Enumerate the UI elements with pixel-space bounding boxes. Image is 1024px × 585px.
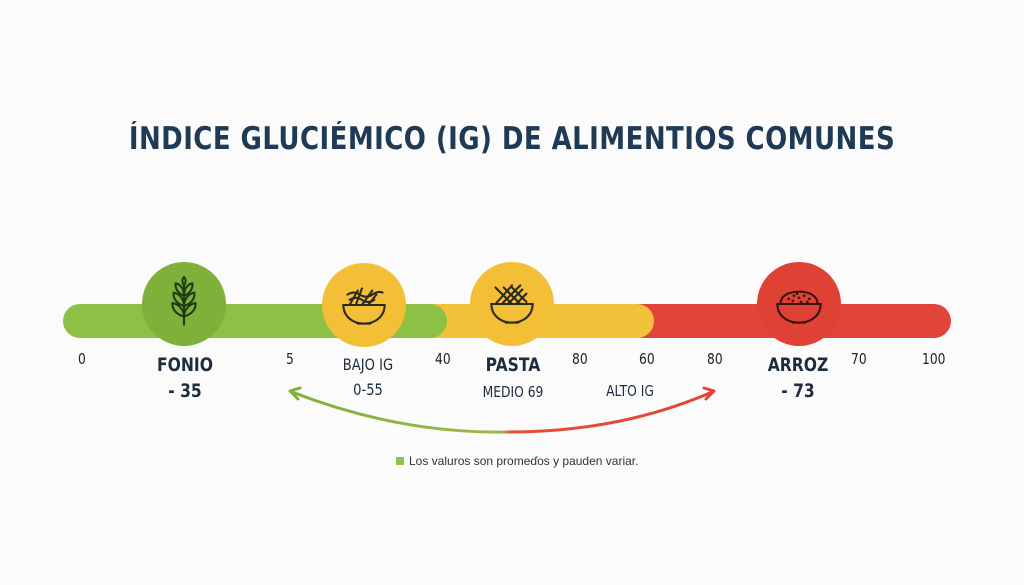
pasta-bowl-icon xyxy=(490,284,534,324)
scale-tick: 60 xyxy=(639,350,655,368)
scale-tick: 0 xyxy=(78,350,86,368)
fonio-value: - 35 xyxy=(168,380,202,402)
low-gi-label: BAJO IG xyxy=(342,355,394,374)
low-gi-range: 0-55 xyxy=(353,380,383,399)
fonio-name: FONIO xyxy=(157,354,213,376)
scale-tick: 70 xyxy=(851,350,867,368)
wheat-icon xyxy=(171,275,197,326)
pasta-name: PASTA xyxy=(485,354,541,376)
noodle-bowl-badge xyxy=(322,263,406,347)
legend-swatch xyxy=(396,457,404,465)
chart-title: ÍNDICE GLUCIÉMICO (IG) DE ALIMENTIOS COM… xyxy=(128,121,896,157)
rice-bowl-icon xyxy=(776,290,822,324)
scale-tick: 80 xyxy=(707,350,723,368)
scale-tick: 100 xyxy=(922,350,946,368)
fonio-badge xyxy=(142,262,226,346)
arroz-name: ARROZ xyxy=(767,354,829,376)
scale-tick: 40 xyxy=(435,350,451,368)
arroz-value: - 73 xyxy=(781,380,815,402)
pasta-value: MEDIO 69 xyxy=(482,383,544,401)
pasta-badge xyxy=(470,262,554,346)
legend-note: Los valuros son promeɗos y pauden variar… xyxy=(396,454,638,468)
high-gi-label: ALTO IG xyxy=(606,382,654,400)
scale-tick: 5 xyxy=(286,350,294,368)
legend-text: Los valuros son promeɗos y pauden variar… xyxy=(409,454,639,468)
arroz-badge xyxy=(757,262,841,346)
noodle-bowl-icon xyxy=(342,287,386,325)
scale-tick: 80 xyxy=(572,350,588,368)
